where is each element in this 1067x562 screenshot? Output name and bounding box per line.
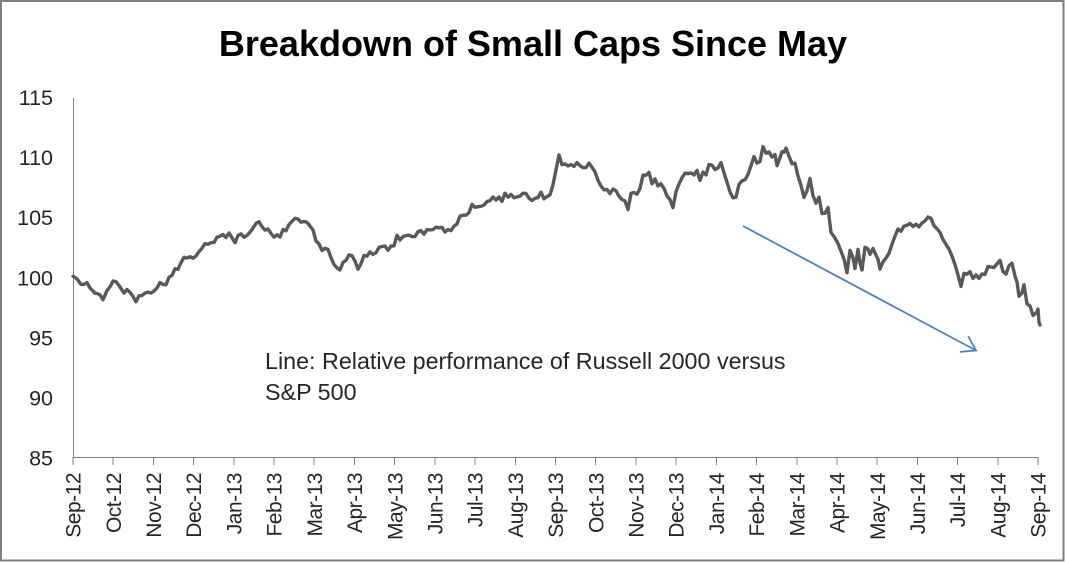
svg-text:Jun-13: Jun-13	[425, 473, 448, 534]
svg-text:110: 110	[19, 146, 53, 170]
svg-text:Dec-12: Dec-12	[183, 473, 206, 538]
svg-text:May-13: May-13	[384, 473, 407, 540]
svg-text:Apr-14: Apr-14	[827, 472, 850, 533]
svg-text:Jun-14: Jun-14	[907, 472, 930, 534]
svg-text:85: 85	[29, 447, 53, 471]
svg-text:Jan-13: Jan-13	[223, 473, 246, 534]
svg-text:Nov-12: Nov-12	[143, 473, 166, 538]
svg-text:Apr-13: Apr-13	[344, 473, 367, 533]
svg-text:100: 100	[17, 266, 53, 290]
svg-text:Feb-14: Feb-14	[746, 472, 769, 536]
svg-text:Jul-13: Jul-13	[465, 473, 488, 527]
svg-text:Dec-13: Dec-13	[666, 473, 689, 538]
svg-text:Oct-12: Oct-12	[103, 473, 126, 533]
svg-text:Breakdown of Small Caps Since: Breakdown of Small Caps Since May	[219, 23, 847, 64]
svg-text:Mar-13: Mar-13	[304, 473, 327, 537]
svg-text:Sep-14: Sep-14	[1028, 472, 1051, 538]
svg-text:May-14: May-14	[867, 472, 890, 540]
svg-text:Oct-13: Oct-13	[585, 473, 608, 533]
svg-text:Mar-14: Mar-14	[786, 472, 809, 536]
svg-text:90: 90	[29, 386, 53, 410]
svg-text:115: 115	[19, 86, 53, 110]
svg-text:Sep-13: Sep-13	[545, 473, 568, 538]
svg-text:Aug-13: Aug-13	[505, 473, 528, 538]
svg-text:95: 95	[29, 326, 53, 350]
svg-text:Sep-12: Sep-12	[63, 473, 86, 538]
svg-text:Jan-14: Jan-14	[706, 472, 729, 534]
svg-text:S&P 500: S&P 500	[265, 379, 357, 405]
svg-text:Aug-14: Aug-14	[987, 472, 1010, 538]
svg-text:Jul-14: Jul-14	[947, 472, 970, 527]
svg-text:105: 105	[17, 206, 53, 230]
svg-text:Nov-13: Nov-13	[626, 473, 649, 538]
svg-text:Feb-13: Feb-13	[264, 473, 287, 537]
svg-text:Line: Relative performance of: Line: Relative performance of Russell 20…	[265, 348, 786, 374]
